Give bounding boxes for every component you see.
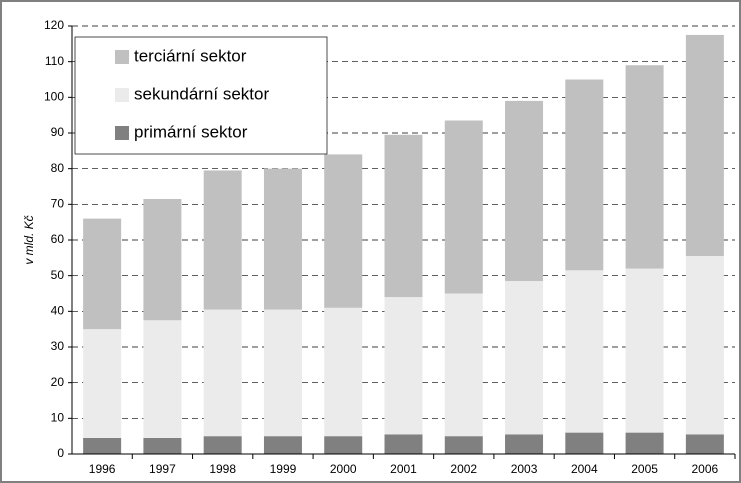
y-tick-label: 20 xyxy=(51,375,65,389)
bar-segment xyxy=(203,436,242,454)
legend-label: terciární sektor xyxy=(134,46,247,65)
legend-label: sekundární sektor xyxy=(134,84,269,103)
y-axis-label: v mld. Kč xyxy=(22,215,36,264)
bar-segment xyxy=(444,436,483,454)
bar-segment xyxy=(324,436,363,454)
y-tick-label: 70 xyxy=(51,197,65,211)
x-tick-label: 1996 xyxy=(89,462,116,476)
x-tick-label: 1997 xyxy=(149,462,176,476)
y-tick-label: 40 xyxy=(51,304,65,318)
bar-segment xyxy=(685,34,724,257)
bar-segment xyxy=(203,309,242,437)
bar-segment xyxy=(565,270,604,433)
bar-segment xyxy=(263,309,302,437)
y-tick-label: 30 xyxy=(51,339,65,353)
bar-segment xyxy=(505,434,544,454)
bar-segment xyxy=(324,154,363,308)
bar-segment xyxy=(384,297,423,435)
bar-segment xyxy=(83,329,122,438)
bar-segment xyxy=(444,120,483,294)
bar-segment xyxy=(565,432,604,454)
x-tick-label: 1998 xyxy=(209,462,236,476)
bar-segment xyxy=(625,268,664,433)
legend-swatch xyxy=(115,88,129,102)
legend: primární sektor sekundární sektor terciárn… xyxy=(74,36,328,155)
bar-segment xyxy=(565,79,604,271)
bar-segment xyxy=(625,65,664,269)
y-tick-label: 90 xyxy=(51,125,65,139)
x-tick-label: 2002 xyxy=(450,462,477,476)
y-tick-label: 80 xyxy=(51,161,65,175)
x-tick-label: 2005 xyxy=(631,462,658,476)
bar-segment xyxy=(203,170,242,310)
y-tick-label: 50 xyxy=(51,268,65,282)
bar-segment xyxy=(83,218,122,330)
y-tick-label: 10 xyxy=(51,411,65,425)
bar-segment xyxy=(324,307,363,437)
legend-swatch xyxy=(115,126,129,140)
bar-segment xyxy=(83,437,122,454)
bar-segment xyxy=(384,434,423,454)
y-tick-label: 60 xyxy=(51,232,65,246)
x-tick-label: 2004 xyxy=(571,462,598,476)
y-tick-label: 110 xyxy=(45,54,64,68)
bar-segment xyxy=(444,293,483,437)
bar-segment xyxy=(685,434,724,454)
legend-label: primární sektor xyxy=(134,122,248,141)
x-tick-label: 2003 xyxy=(511,462,538,476)
x-tick-label: 2000 xyxy=(330,462,357,476)
x-tick-label: 1999 xyxy=(270,462,297,476)
y-tick-label: 120 xyxy=(44,18,64,32)
bar-segment xyxy=(625,432,664,454)
y-tick-label: 0 xyxy=(57,446,64,460)
bar-segment xyxy=(505,281,544,435)
bar-segment xyxy=(685,256,724,435)
bar-segment xyxy=(143,320,182,438)
bar-segment xyxy=(384,134,423,298)
bar-segment xyxy=(263,168,302,310)
bar-segment xyxy=(505,100,544,282)
legend-swatch xyxy=(115,50,129,64)
bar-segment xyxy=(263,436,302,454)
bar-segment xyxy=(143,437,182,454)
bar-segment xyxy=(143,198,182,321)
y-tick-label: 100 xyxy=(44,90,64,104)
x-tick-label: 2001 xyxy=(390,462,417,476)
x-tick-label: 2006 xyxy=(692,462,719,476)
